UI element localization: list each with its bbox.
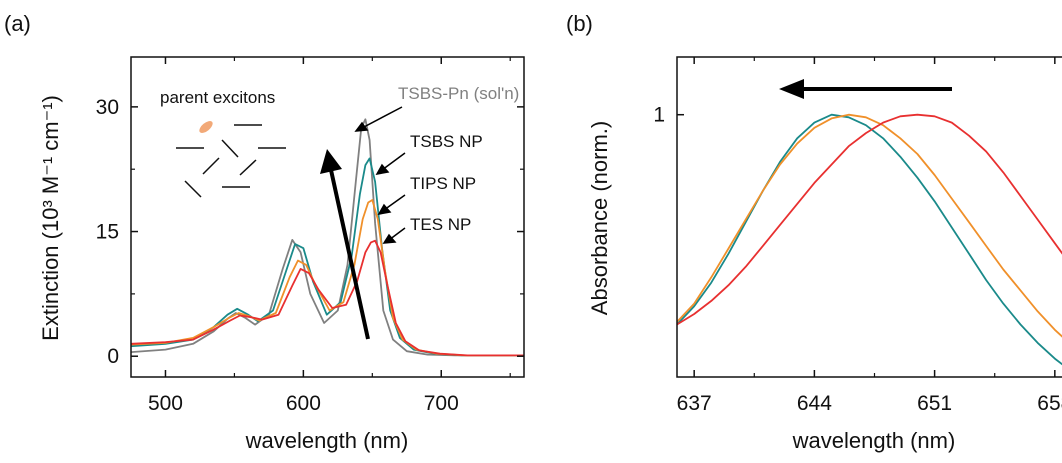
panel-a-x-tick-label: 700 (424, 392, 459, 415)
pointer-tsbs-pn-head-icon (354, 121, 369, 132)
pointer-tsbs-np-head-icon (375, 163, 390, 176)
panel-b-label: (b) (566, 11, 593, 36)
shift-arrow-head-icon (779, 79, 804, 99)
panel-a-x-axis-title: wavelength (nm) (245, 428, 409, 453)
exciton-schematic (176, 124, 286, 198)
label-tsbs-np: TSBS NP (410, 132, 483, 151)
panel-b-frame (676, 56, 1062, 378)
panel-b-x-tick-label: 658 (1037, 392, 1062, 415)
panel-b-series-group (677, 113, 1062, 366)
pointer-tips-np-head-icon (377, 203, 392, 216)
panel-b-x-tick-label: 637 (677, 392, 712, 415)
trend-arrow-head-icon (320, 149, 342, 174)
panel-a-series-line-3 (131, 239, 524, 357)
panel-a-x-tick-label: 600 (286, 392, 321, 415)
panel-a-frame (130, 56, 525, 378)
pointer-tes-np-head-icon (382, 233, 397, 244)
panel-b-series-line-0 (677, 113, 1062, 366)
pointer-tsbs-np (381, 152, 406, 171)
panel-a: (a) 500 600 700 0 15 30 wavelength (nm) Extin… (4, 11, 525, 453)
panel-b-series-line-1 (677, 113, 1062, 338)
label-tsbs-pn-soln: TSBS-Pn (sol'n) (398, 84, 519, 103)
trend-arrow-shaft (329, 169, 370, 340)
panel-b-y-axis-title: Absorbance (norm.) (587, 121, 612, 315)
panel-b-axes: 637 644 651 658 1 (653, 57, 1062, 415)
panel-b-series-line-2 (677, 113, 1062, 326)
panel-b-y-tick-label: 1 (653, 104, 665, 127)
label-tes-np: TES NP (410, 215, 471, 234)
panel-b-x-tick-label: 644 (797, 392, 832, 415)
pointer-tips-np (383, 194, 406, 211)
panel-a-y-tick-label: 15 (96, 221, 119, 244)
panel-a-axes: 500 600 700 0 15 30 (96, 57, 524, 415)
exciton-blob-icon (199, 121, 213, 133)
panel-b-x-tick-label: 651 (917, 392, 952, 415)
inset-label: parent excitons (160, 88, 275, 107)
panel-a-series-group (131, 118, 524, 357)
panel-a-label: (a) (4, 11, 31, 36)
panel-a-x-tick-label: 500 (148, 392, 183, 415)
panel-a-y-tick-label: 30 (96, 96, 119, 119)
panel-b: (b) 637 644 651 658 1 wavelength (nm) Absorb… (566, 11, 1062, 453)
panel-b-x-axis-title: wavelength (nm) (792, 428, 956, 453)
label-tips-np: TIPS NP (410, 174, 476, 193)
panel-a-y-tick-label: 0 (107, 345, 119, 368)
panel-a-y-axis-title: Extinction (10³ M⁻¹ cm⁻¹) (38, 95, 63, 341)
pointer-tsbs-pn (361, 106, 403, 129)
